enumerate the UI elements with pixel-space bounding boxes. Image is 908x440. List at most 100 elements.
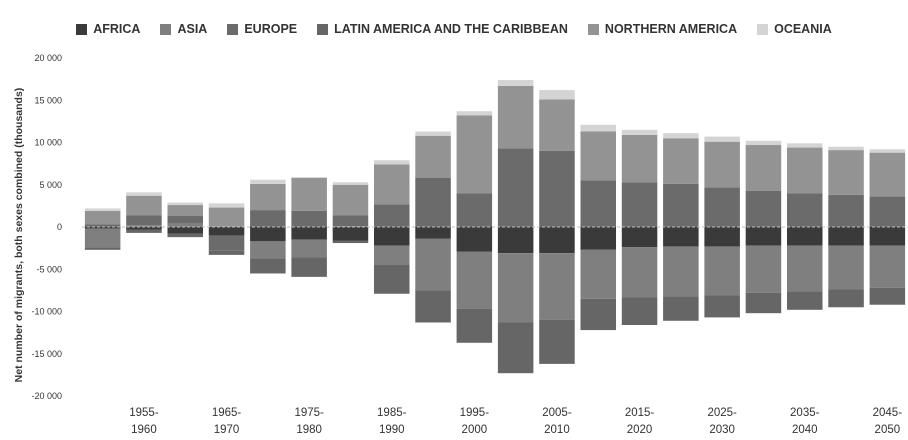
bar-segment	[621, 182, 658, 227]
bar-segment	[704, 295, 740, 318]
bar-segment	[539, 99, 575, 151]
bar-segment	[621, 297, 658, 326]
bar-segment	[291, 239, 327, 258]
bar-segment	[539, 90, 575, 100]
bar-segment	[208, 235, 245, 251]
bar-segment	[745, 245, 782, 293]
bar-segment	[663, 227, 699, 247]
x-tick-label: 1990	[379, 424, 405, 436]
x-tick-label: 2025-	[707, 407, 737, 419]
legend-item: AFRICA	[76, 22, 140, 36]
bar-segment	[332, 227, 369, 241]
bar-segment	[415, 135, 451, 178]
bar-segment	[704, 136, 740, 142]
x-tick-label: 2000	[462, 424, 488, 436]
bar-segment	[497, 253, 534, 323]
bar-segment	[828, 146, 864, 151]
y-tick-label: -20 000	[31, 391, 62, 401]
bar-segment	[663, 183, 699, 227]
bar-segment	[580, 227, 617, 250]
bar-segment	[828, 194, 864, 227]
bar-segment	[208, 227, 245, 236]
bar-segment	[167, 216, 204, 224]
bar-segment	[291, 257, 327, 277]
legend-swatch	[757, 23, 769, 35]
x-tick-label: 1985-	[377, 407, 407, 419]
x-tick-label: 2030	[709, 424, 735, 436]
bar-segment	[828, 150, 864, 195]
bar-segment	[745, 227, 782, 246]
bars-group	[84, 79, 906, 374]
y-tick-label: -5 000	[36, 264, 62, 274]
y-tick-label: 0	[57, 222, 62, 232]
bar-segment	[373, 204, 410, 227]
legend-label: EUROPE	[244, 22, 298, 36]
bar-segment	[621, 247, 658, 298]
x-axis: 1955- 1960 1965- 1970 1975- 1980 1985- 1990 1995…	[129, 407, 902, 436]
legend-label: OCEANIA	[774, 22, 832, 36]
x-tick-label: 1995-	[460, 407, 490, 419]
bar-segment	[415, 177, 451, 227]
x-tick-label: 2050	[875, 424, 901, 436]
bar-segment	[208, 226, 245, 227]
bar-segment	[373, 245, 410, 266]
bar-segment	[84, 224, 121, 227]
bar-segment	[539, 150, 575, 227]
bar-segment	[126, 229, 162, 233]
bar-segment	[663, 138, 699, 184]
bar-segment	[497, 79, 534, 86]
y-tick-label: -15 000	[31, 349, 62, 359]
legend-item: OCEANIA	[757, 22, 832, 36]
bar-segment	[250, 179, 286, 184]
bar-segment	[786, 143, 823, 148]
bar-segment	[828, 227, 864, 246]
legend-label: ASIA	[177, 22, 208, 36]
bar-segment	[84, 210, 121, 225]
y-axis-label: Net number of migrants, both sexes combi…	[13, 88, 25, 383]
bar-segment	[869, 152, 906, 197]
bar-segment	[291, 227, 327, 240]
bar-segment	[456, 193, 493, 227]
bar-segment	[373, 164, 410, 205]
bar-segment	[250, 258, 286, 274]
bar-segment	[539, 253, 575, 320]
bar-segment	[497, 85, 534, 149]
bar-segment	[291, 210, 327, 227]
bar-segment	[580, 298, 617, 331]
bar-segment	[663, 133, 699, 139]
bar-segment	[373, 265, 410, 294]
legend-label: LATIN AMERICA AND THE CARIBBEAN	[334, 22, 568, 36]
y-tick-label: 10 000	[34, 138, 62, 148]
bar-segment	[786, 147, 823, 194]
bar-segment	[786, 227, 823, 246]
bar-segment	[869, 149, 906, 153]
x-tick-label: 1965-	[212, 407, 242, 419]
bar-segment	[869, 287, 906, 305]
legend-swatch	[227, 23, 239, 35]
bar-segment	[621, 134, 658, 183]
bar-segment	[456, 115, 493, 194]
y-axis: 20 000 15 000 10 000 5 000 0 -5 000 -10 000 -15…	[31, 53, 62, 401]
bar-segment	[208, 203, 245, 208]
legend: AFRICA ASIA EUROPE LATIN AMERICA AND THE CA…	[0, 22, 908, 36]
x-tick-label: 2005-	[542, 407, 572, 419]
bar-segment	[126, 215, 162, 226]
bar-segment	[84, 208, 121, 211]
bar-segment	[580, 180, 617, 227]
bar-segment	[291, 177, 327, 211]
legend-swatch	[160, 23, 172, 35]
bar-segment	[621, 129, 658, 135]
bar-segment	[704, 141, 740, 188]
bar-segment	[497, 227, 534, 254]
bar-segment	[332, 226, 369, 227]
legend-swatch	[587, 23, 599, 35]
bar-segment	[167, 205, 204, 217]
bar-segment	[869, 227, 906, 246]
legend-label: AFRICA	[93, 22, 141, 36]
bar-segment	[621, 227, 658, 248]
bar-segment	[373, 160, 410, 165]
x-tick-label: 1955-	[129, 407, 159, 419]
bar-segment	[580, 249, 617, 299]
bar-segment	[704, 227, 740, 247]
bar-segment	[415, 290, 451, 323]
